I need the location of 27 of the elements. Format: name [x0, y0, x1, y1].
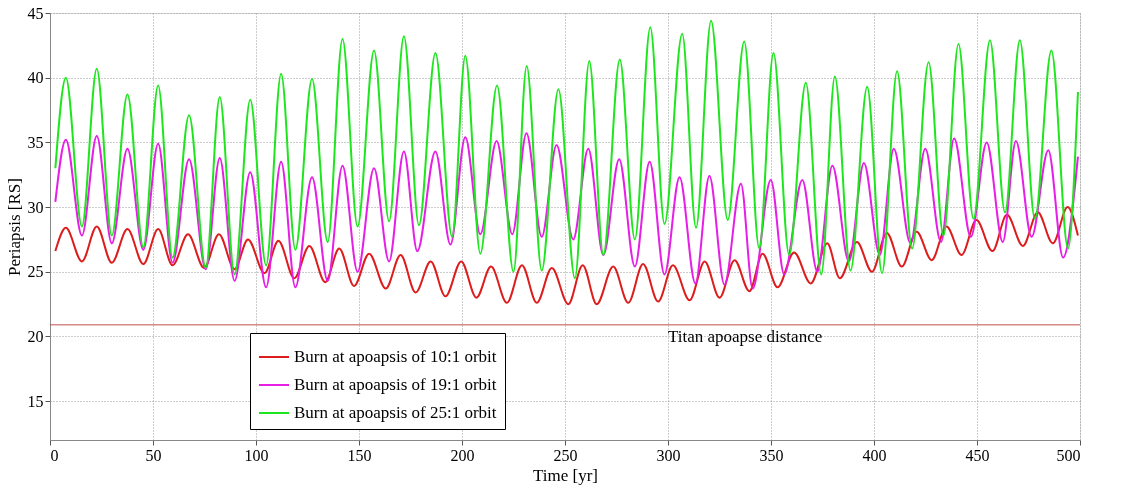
legend-label: Burn at apoapsis of 25:1 orbit: [294, 403, 497, 422]
x-tick-label: 450: [965, 446, 990, 464]
y-tick-label: 35: [27, 133, 44, 151]
x-tick-label: 0: [50, 446, 59, 464]
x-tick-label: 200: [450, 446, 475, 464]
line-series: [54, 19, 1079, 280]
x-tick-label: 400: [862, 446, 887, 464]
line-series: [54, 206, 1079, 306]
x-tick-label: 300: [656, 446, 681, 464]
y-tick-label: 30: [27, 198, 44, 216]
x-tick-label: 50: [145, 446, 162, 464]
x-axis-title: Time [yr]: [532, 465, 599, 485]
y-tick-label: 20: [27, 327, 44, 345]
x-tick-label: 100: [244, 446, 269, 464]
ref-line-label: Titan apoapse distance: [668, 326, 823, 346]
x-tick-label: 250: [553, 446, 578, 464]
legend-label: Burn at apoapsis of 19:1 orbit: [294, 375, 497, 394]
line-series: [54, 132, 1079, 290]
x-tick-label: 350: [759, 446, 784, 464]
y-tick-label: 45: [27, 4, 44, 22]
y-tick-label: 25: [27, 263, 44, 281]
y-axis-title: Periapsis [RS]: [4, 178, 24, 276]
legend-label: Burn at apoapsis of 10:1 orbit: [294, 347, 497, 366]
x-tick-label: 500: [1056, 446, 1081, 464]
y-tick-label: 40: [27, 69, 44, 87]
y-tick-label: 15: [27, 392, 44, 410]
x-tick-label: 150: [347, 446, 372, 464]
